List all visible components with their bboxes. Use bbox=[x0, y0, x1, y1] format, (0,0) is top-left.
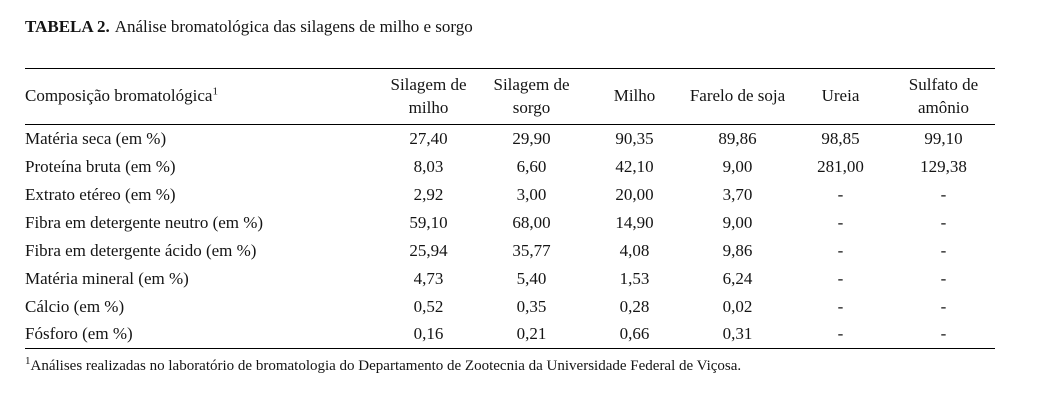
cell-value: - bbox=[837, 296, 844, 316]
table-row: Fósforo (em %) 0,16 0,21 0,66 0,31 - - bbox=[25, 321, 995, 349]
cell-value: 4,73 bbox=[413, 268, 444, 288]
row-label: Fibra em detergente neutro (em %) bbox=[25, 212, 264, 232]
cell-value: 29,90 bbox=[512, 128, 551, 148]
cell-value: 35,77 bbox=[512, 240, 551, 260]
cell-value: 27,40 bbox=[409, 128, 448, 148]
row-label: Cálcio (em %) bbox=[25, 296, 125, 316]
column-header-silagem-milho: Silagem de milho bbox=[390, 74, 467, 117]
column-header-composition-text: Composição bromatológica bbox=[25, 86, 213, 106]
cell-value: - bbox=[837, 324, 844, 344]
cell-value: 0,35 bbox=[516, 296, 547, 316]
cell-value: 98,85 bbox=[821, 128, 860, 148]
cell-value: 0,52 bbox=[413, 296, 444, 316]
column-header-sulfato-amonio: Sulfato de amônio bbox=[908, 74, 979, 117]
cell-value: 129,38 bbox=[920, 156, 967, 176]
cell-value: 68,00 bbox=[512, 212, 551, 232]
cell-value: - bbox=[940, 296, 947, 316]
table-row: Matéria seca (em %) 27,40 29,90 90,35 89,86 9… bbox=[25, 125, 995, 153]
cell-value: 59,10 bbox=[409, 212, 448, 232]
table-row: Fibra em detergente ácido (em %) 25,94 35,… bbox=[25, 237, 995, 265]
cell-value: - bbox=[940, 268, 947, 288]
cell-value: - bbox=[940, 212, 947, 232]
cell-value: 6,24 bbox=[722, 268, 753, 288]
table-row: Proteína bruta (em %) 8,03 6,60 42,10 9,00 28… bbox=[25, 153, 995, 181]
cell-value: 14,90 bbox=[615, 212, 654, 232]
cell-value: 0,66 bbox=[619, 324, 650, 344]
footnote-text: Análises realizadas no laboratório de br… bbox=[30, 358, 742, 374]
table-row: Fibra em detergente neutro (em %) 59,10 68… bbox=[25, 209, 995, 237]
cell-value: 0,31 bbox=[722, 324, 753, 344]
table-caption-text: Análise bromatológica das silagens de mi… bbox=[114, 17, 473, 36]
column-header-silagem-sorgo: Silagem de sorgo bbox=[493, 74, 570, 117]
cell-value: 3,00 bbox=[516, 184, 547, 204]
cell-value: 9,00 bbox=[722, 212, 753, 232]
column-header-milho: Milho bbox=[613, 86, 656, 106]
cell-value: 0,02 bbox=[722, 296, 753, 316]
cell-value: 20,00 bbox=[615, 184, 654, 204]
table-row: Matéria mineral (em %) 4,73 5,40 1,53 6,24 - - bbox=[25, 265, 995, 293]
table-row: Cálcio (em %) 0,52 0,35 0,28 0,02 - - bbox=[25, 293, 995, 321]
cell-value: 89,86 bbox=[718, 128, 757, 148]
cell-value: 2,92 bbox=[413, 184, 444, 204]
cell-value: - bbox=[837, 240, 844, 260]
column-header-farelo-soja: Farelo de soja bbox=[689, 86, 786, 106]
row-label: Matéria mineral (em %) bbox=[25, 268, 189, 288]
row-label: Fibra em detergente ácido (em %) bbox=[25, 240, 257, 260]
cell-value: 281,00 bbox=[817, 156, 864, 176]
cell-value: - bbox=[940, 324, 947, 344]
row-label: Fósforo (em %) bbox=[25, 324, 133, 344]
column-header-superscript: 1 bbox=[212, 85, 218, 98]
footnote-superscript: 1 bbox=[25, 355, 31, 367]
cell-value: - bbox=[837, 212, 844, 232]
bromatology-table: Composição bromatológica1 Silagem de mil… bbox=[25, 68, 995, 349]
cell-value: - bbox=[837, 184, 844, 204]
cell-value: 9,86 bbox=[722, 240, 753, 260]
column-header-composition: Composição bromatológica1 bbox=[25, 69, 377, 125]
cell-value: 0,21 bbox=[516, 324, 547, 344]
column-header-ureia: Ureia bbox=[821, 86, 860, 106]
cell-value: 99,10 bbox=[924, 128, 963, 148]
cell-value: 0,28 bbox=[619, 296, 650, 316]
cell-value: - bbox=[837, 268, 844, 288]
cell-value: 8,03 bbox=[413, 156, 444, 176]
row-label: Proteína bruta (em %) bbox=[25, 156, 176, 176]
footnote: 1Análises realizadas no laboratório de b… bbox=[25, 355, 1021, 376]
cell-value: 3,70 bbox=[722, 184, 753, 204]
cell-value: - bbox=[940, 240, 947, 260]
table-caption: TABELA 2. Análise bromatológica das silag… bbox=[25, 16, 1021, 38]
cell-value: 6,60 bbox=[516, 156, 547, 176]
cell-value: 9,00 bbox=[722, 156, 753, 176]
cell-value: 4,08 bbox=[619, 240, 650, 260]
table-header-row: Composição bromatológica1 Silagem de mil… bbox=[25, 69, 995, 125]
cell-value: - bbox=[940, 184, 947, 204]
table-row: Extrato etéreo (em %) 2,92 3,00 20,00 3,70 - - bbox=[25, 181, 995, 209]
cell-value: 42,10 bbox=[615, 156, 654, 176]
cell-value: 0,16 bbox=[413, 324, 444, 344]
cell-value: 90,35 bbox=[615, 128, 654, 148]
table-caption-label: TABELA 2. bbox=[25, 17, 110, 36]
cell-value: 5,40 bbox=[516, 268, 547, 288]
cell-value: 1,53 bbox=[619, 268, 650, 288]
row-label: Extrato etéreo (em %) bbox=[25, 184, 176, 204]
cell-value: 25,94 bbox=[409, 240, 448, 260]
row-label: Matéria seca (em %) bbox=[25, 128, 167, 148]
